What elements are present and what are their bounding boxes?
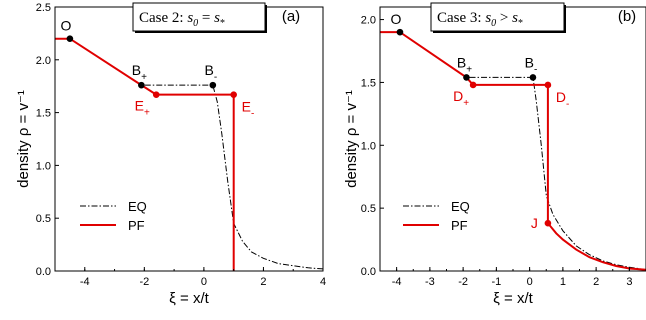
case-box-shadow	[135, 31, 267, 33]
point-marker-d-plus	[469, 81, 477, 89]
y-axis-label: density ρ = v⁻¹	[15, 90, 32, 188]
y-tick-label: 1.5	[36, 108, 51, 120]
x-tick-label: -3	[425, 276, 435, 288]
y-tick-label: 0.5	[36, 213, 51, 225]
y-tick-label: 2.5	[36, 2, 51, 14]
point-marker-j	[544, 219, 552, 227]
case-label: Case 2: s0 = s*	[139, 10, 225, 29]
point-label-b: B+	[132, 62, 147, 83]
legend-label-eq: EQ	[128, 199, 147, 214]
x-tick-label: -4	[392, 276, 402, 288]
y-tick-label: 1.0	[361, 140, 376, 152]
point-label-b: B-	[525, 54, 538, 75]
legend-label-eq: EQ	[451, 199, 470, 214]
point-label-j: J	[531, 215, 538, 231]
x-axis-label: ξ = x/t	[169, 290, 209, 307]
case-box-shadow	[265, 5, 267, 33]
x-tick-label: -2	[139, 276, 149, 288]
x-tick-label: 0	[527, 276, 533, 288]
x-tick-label: 3	[626, 276, 632, 288]
x-tick-label: -1	[491, 276, 501, 288]
point-marker-e-plus	[152, 91, 160, 98]
case-label: Case 3: s0 > s*	[437, 10, 523, 29]
point-marker-o	[66, 35, 74, 42]
legend-label-pf: PF	[128, 218, 145, 233]
y-tick-label: 2.0	[361, 15, 376, 27]
y-tick-label: 0.0	[36, 266, 51, 278]
case-box-shadow	[433, 31, 566, 33]
case-box	[430, 2, 565, 32]
point-marker-o	[396, 28, 404, 36]
series-line-eq	[380, 31, 646, 271]
x-tick-label: 1	[560, 276, 566, 288]
point-label-o: O	[60, 18, 71, 34]
chart-panel-b: -4 -3 -2 -1 0 1 2 3 0.0 0.5 1.0 1.5 2.0 ξ = x/t densit…	[343, 2, 646, 307]
panel-tag: (a)	[282, 8, 300, 25]
point-marker-b-minus	[529, 74, 537, 81]
point-marker-b-plus	[138, 81, 145, 89]
chart-panel-a: -4 -2 0 2 4 0.0 0.5 1.0 1.5 2.0 2.5 ξ = x/t density …	[15, 2, 326, 307]
y-tick-label: 0.0	[361, 266, 376, 278]
plot-frame	[54, 6, 324, 272]
point-label-o: O	[391, 11, 402, 27]
x-tick-label: 0	[201, 276, 207, 288]
point-label-d: D+	[453, 88, 469, 109]
point-marker-b-plus	[463, 74, 470, 81]
point-marker-e-minus	[230, 91, 237, 98]
series-line-eq	[55, 38, 323, 270]
case-box-shadow	[564, 5, 566, 33]
point-marker-d-minus	[544, 81, 552, 89]
point-label-b: B-	[204, 62, 217, 83]
series-line-pf	[380, 31, 646, 271]
y-tick-label: 1.0	[36, 160, 51, 172]
x-tick-label: 2	[260, 276, 266, 288]
point-marker-b-minus	[209, 81, 217, 89]
x-tick-label: 2	[593, 276, 599, 288]
legend-label-pf: PF	[451, 218, 468, 233]
x-tick-label: 4	[320, 276, 326, 288]
panel-tag: (b)	[618, 8, 636, 25]
y-tick-label: 2.0	[36, 55, 51, 67]
point-label-e: E-	[242, 99, 255, 120]
y-tick-label: 0.5	[361, 203, 376, 215]
point-label-d: D-	[556, 89, 569, 110]
y-tick-label: 1.5	[361, 77, 376, 89]
x-tick-label: -2	[458, 276, 468, 288]
x-axis-label: ξ = x/t	[493, 290, 533, 307]
y-axis-label: density ρ = v⁻¹	[343, 90, 360, 188]
point-label-e: E+	[135, 98, 150, 119]
point-label-b: B+	[457, 54, 472, 75]
x-tick-label: -4	[80, 276, 90, 288]
